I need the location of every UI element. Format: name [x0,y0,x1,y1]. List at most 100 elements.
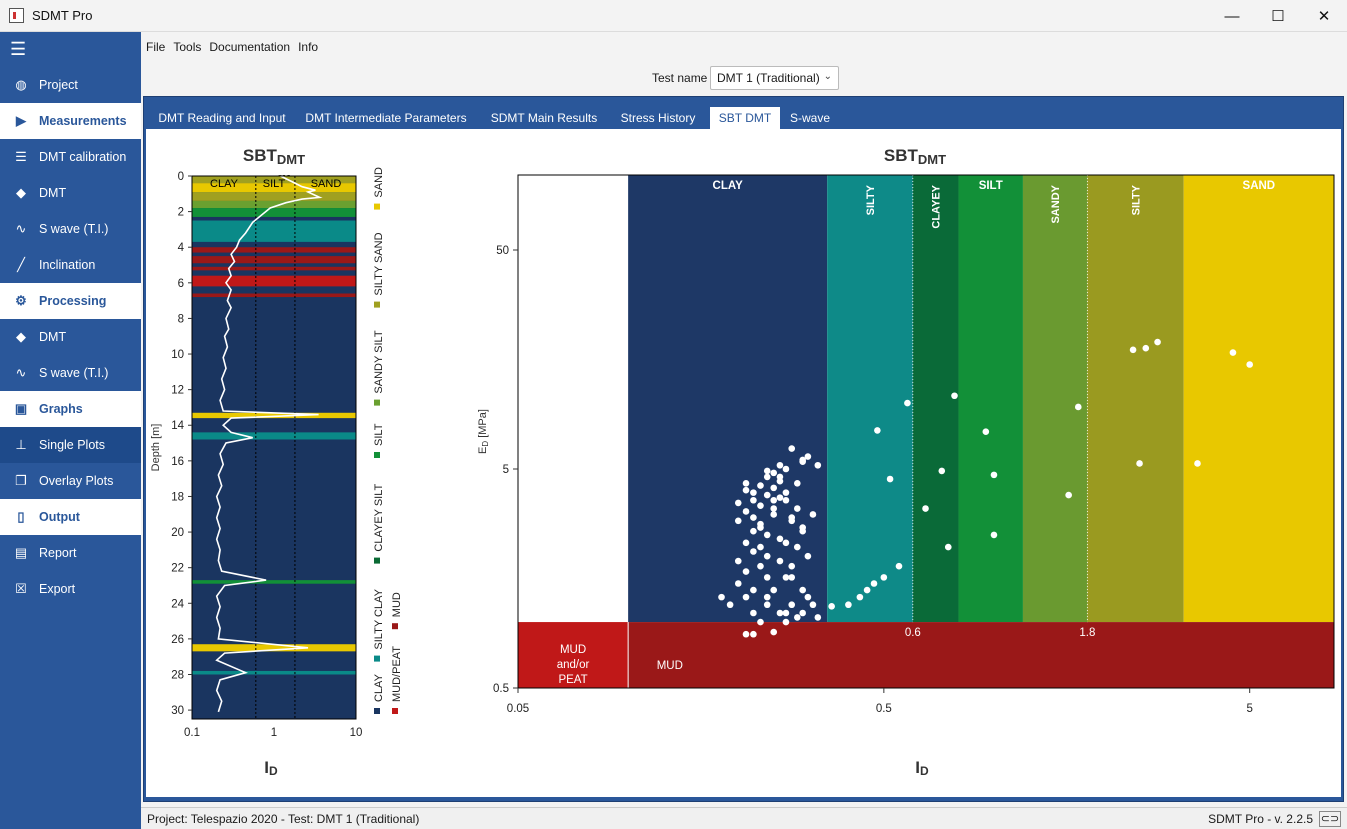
profile-x-tick: 10 [350,727,363,739]
wave-icon: ∿ [15,221,27,236]
test-name-label: Test name [652,71,708,85]
sbt-data-point [742,593,750,601]
sidebar-item-single-plots[interactable]: ⊥ Single Plots [0,427,141,463]
sbt-data-point [776,473,784,481]
status-version: SDMT Pro - v. 2.2.5 [1208,812,1313,826]
minimize-button[interactable]: — [1224,7,1240,25]
sidebar-item-dmt[interactable]: ◆ DMT [0,175,141,211]
sidebar-item-label: S wave (T.I.) [39,222,109,236]
sidebar-item-report[interactable]: ▤ Report [0,535,141,571]
sbt-y-tick: 0.5 [493,683,509,695]
overlay-icon: ❐ [15,473,27,488]
sbt-chart-frame [517,174,1335,689]
profile-legend-swatch [374,301,380,308]
sidebar-item-export[interactable]: ☒ Export [0,571,141,607]
profile-legend-label: CLAY [373,673,385,702]
tab-stress-history[interactable]: Stress History [620,111,696,125]
sbt-y-tick: 5 [503,464,509,476]
sbt-data-point [904,399,911,407]
profile-band [192,580,356,584]
menu-tools[interactable]: Tools [173,40,202,54]
sbt-data-point [782,539,790,547]
sbt-data-point [874,427,881,434]
sidebar-item-s-wave-t-i[interactable]: ∿ S wave (T.I.) [0,211,141,247]
profile-legend-label: CLAYEY SILT [373,483,385,551]
sbt-data-point [734,499,742,507]
sbt-zone-label: SILTY [865,184,877,215]
menu-documentation[interactable]: Documentation [209,40,291,54]
sidebar-item-dmt[interactable]: ◆ DMT [0,319,141,355]
sbt-data-point [763,552,771,560]
sbt-zone [1183,175,1334,623]
sidebar-item-overlay-plots[interactable]: ❐ Overlay Plots [0,463,141,499]
sbt-data-point [763,593,771,601]
sbt-data-point [814,461,822,469]
sidebar-item-label: Export [39,582,76,596]
app-icon [9,8,24,23]
profile-legend-swatch [392,623,398,630]
sbt-zone-label: SANDY [1050,184,1062,223]
tab-dmt-intermediate-parameters[interactable]: DMT Intermediate Parameters [305,111,467,125]
sbt-mud-zone [628,622,1334,688]
sidebar-item-output[interactable]: ▯ Output [0,499,141,535]
sbt-data-point [895,562,903,570]
sbt-data-point [1129,346,1137,354]
hamburger-menu-icon[interactable]: ☰ [10,39,27,59]
profile-y-tick: 12 [171,385,184,397]
tab-sbt-dmt[interactable]: SBT DMT [710,107,780,129]
test-name-select[interactable]: DMT 1 (Traditional) ⌄ [710,66,839,90]
sidebar-item-label: S wave (T.I.) [39,366,109,380]
title-bar: SDMT Pro — ☐ ✕ [0,0,1347,32]
sbt-data-point [922,505,929,512]
sbt-data-point [788,574,796,581]
sbt-data-point [734,557,742,565]
menu-file[interactable]: File [146,40,166,54]
menu-info[interactable]: Info [298,40,319,54]
tab-sdmt-main-results[interactable]: SDMT Main Results [490,111,598,125]
probe-icon: ◆ [16,185,26,200]
sbt-data-point [763,601,771,609]
sidebar-item-dmt-calibration[interactable]: ☰ DMT calibration [0,139,141,175]
sbt-data-point [804,552,812,560]
sbt-data-point [788,445,796,452]
sbt-data-point [782,574,790,581]
sidebar-item-label: DMT calibration [39,150,127,164]
pdf-icon: ▤ [14,545,28,560]
sidebar-item-label: DMT [39,330,67,344]
sbt-data-point [793,480,801,487]
tab-dmt-reading-and-input[interactable]: DMT Reading and Input [158,111,286,125]
sbt-mud-zone [518,622,629,688]
sidebar-item-label: Project [39,78,78,92]
gears-icon: ⚙ [15,293,27,308]
sidebar-item-processing[interactable]: ⚙ Processing [0,283,141,319]
sbt-data-point [793,543,801,551]
sidebar-item-graphs[interactable]: ▣ Graphs [0,391,141,427]
sbt-data-point [770,505,778,512]
sidebar-item-measurements[interactable]: ▶ Measurements [0,103,141,139]
sbt-data-point [750,527,757,535]
sbt-y-tick: 50 [496,245,509,257]
profile-legend-swatch [374,557,380,564]
profile-band [192,293,356,298]
link-icon[interactable]: ⊂⊃ [1319,811,1341,827]
sbt-data-point [782,609,790,617]
sliders-icon: ☰ [15,149,27,164]
sbt-data-point [793,505,801,512]
sbt-data-point [828,603,835,610]
sidebar-item-project[interactable]: ◍ Project [0,67,141,103]
profile-y-tick: 14 [171,420,184,432]
sidebar-item-s-wave-t-i[interactable]: ∿ S wave (T.I.) [0,355,141,391]
sidebar-item-inclination[interactable]: ╱ Inclination [0,247,141,283]
slash-icon: ╱ [17,257,25,272]
close-button[interactable]: ✕ [1317,8,1331,25]
sbt-data-point [770,586,778,594]
maximize-button[interactable]: ☐ [1271,8,1285,25]
sbt-x-tick: 5 [1246,703,1252,715]
sbt-data-point [782,465,790,473]
sbt-boundary-label: 0.6 [905,627,921,639]
sbt-data-point [990,531,998,539]
sbt-zone [958,175,1023,623]
sbt-data-point [982,428,990,436]
sbt-zone-label: SAND [1243,180,1276,192]
tab-s-wave[interactable]: S-wave [789,111,830,125]
